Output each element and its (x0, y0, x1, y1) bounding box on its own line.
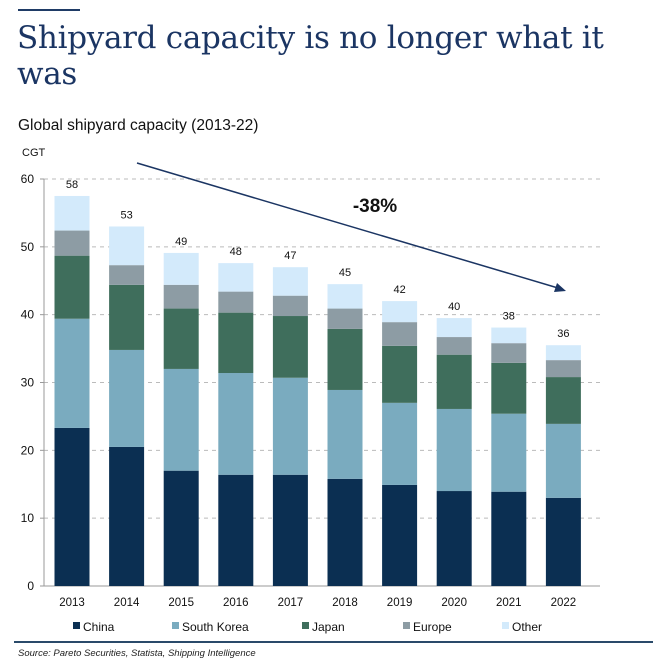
chart-title: Global shipyard capacity (2013-22) (18, 117, 259, 134)
stacked-bar-chart: 0 10 20 30 40 50 60 58 2013 53 2014 49 2015 48 2016 47 2… (21, 162, 600, 634)
accent-line (18, 9, 80, 11)
y-tick-label: 10 (21, 511, 35, 525)
legend-label: Japan (312, 620, 345, 634)
bar-segment-china (272, 474, 308, 586)
x-tick-label: 2021 (496, 597, 522, 609)
bar-segment-europe (218, 291, 254, 313)
bar-segment-europe (109, 265, 145, 285)
bar-segment-china (382, 484, 418, 586)
x-tick-label: 2020 (441, 597, 467, 609)
bar-segment-south-korea (218, 373, 254, 475)
legend-label: South Korea (182, 620, 249, 634)
legend-swatch (502, 622, 509, 629)
y-tick-label: 40 (21, 308, 35, 322)
bar-segment-japan (163, 308, 199, 369)
bar-segment-europe (382, 322, 418, 346)
x-tick-label: 2015 (168, 597, 194, 609)
bar-segment-south-korea (436, 408, 472, 492)
bar-segment-china (327, 478, 363, 586)
bar-segment-europe (163, 284, 199, 309)
bar-segment-china (436, 491, 472, 586)
total-label: 47 (284, 250, 296, 262)
total-label: 53 (120, 209, 132, 221)
bar-segment-japan (382, 345, 418, 403)
total-label: 40 (448, 301, 460, 313)
bar-segment-other (163, 252, 199, 285)
x-tick-label: 2013 (59, 597, 85, 609)
bar-segment-south-korea (272, 377, 308, 475)
y-tick-label: 50 (21, 240, 35, 254)
x-tick-label: 2019 (387, 597, 413, 609)
bar-segment-south-korea (382, 402, 418, 485)
bar-segment-other (382, 301, 418, 323)
bar-segment-japan (327, 328, 363, 390)
bar-segment-south-korea (545, 423, 581, 498)
bar-segment-japan (218, 312, 254, 374)
bar-segment-other (545, 345, 581, 361)
trend-arrow (136, 162, 559, 289)
bar-segment-japan (436, 354, 472, 409)
bar-segment-china (491, 491, 527, 586)
total-label: 36 (557, 328, 569, 340)
legend-swatch (302, 622, 309, 629)
bar-segment-china (109, 446, 145, 586)
bar-segment-other (54, 195, 90, 231)
source-note: Source: Pareto Securities, Statista, Shi… (18, 648, 256, 659)
bar-segment-south-korea (163, 368, 199, 471)
x-tick-label: 2016 (223, 597, 249, 609)
bar-segment-europe (491, 343, 527, 363)
legend-label: Europe (413, 620, 452, 634)
y-tick-label: 30 (21, 376, 35, 390)
footer-divider (14, 641, 653, 643)
legend-swatch (172, 622, 179, 629)
bar-segment-europe (54, 230, 90, 256)
total-label: 48 (230, 246, 242, 258)
x-tick-label: 2014 (114, 597, 140, 609)
bar-segment-other (436, 318, 472, 338)
bar-segment-other (109, 226, 145, 266)
x-tick-label: 2022 (551, 597, 577, 609)
bar-segment-europe (327, 308, 363, 329)
bar-segment-europe (545, 360, 581, 378)
bar-segment-china (163, 470, 199, 586)
y-tick-label: 60 (21, 172, 35, 186)
bar-segment-japan (54, 255, 90, 319)
y-tick-label: 20 (21, 443, 35, 457)
bar-segment-other (327, 284, 363, 309)
y-axis-label: CGT (22, 147, 46, 159)
legend-swatch (73, 622, 80, 629)
legend-label: Other (512, 620, 542, 634)
total-label: 58 (66, 179, 78, 191)
bar-segment-china (545, 497, 581, 586)
page-title: Shipyard capacity is no longer what it w… (17, 20, 604, 92)
y-tick-label: 0 (27, 579, 34, 593)
total-label: 49 (175, 236, 187, 248)
bar-segment-europe (272, 295, 308, 317)
bar-segment-japan (272, 316, 308, 378)
bar-segment-south-korea (109, 349, 145, 447)
legend-swatch (403, 622, 410, 629)
change-annotation: -38% (353, 196, 397, 217)
bar-segment-south-korea (491, 413, 527, 492)
bar-segment-south-korea (54, 318, 90, 428)
bar-segment-south-korea (327, 389, 363, 479)
bar-segment-other (491, 327, 527, 344)
bar-segment-japan (109, 284, 145, 350)
x-tick-label: 2017 (278, 597, 304, 609)
x-tick-label: 2018 (332, 597, 358, 609)
bar-segment-europe (436, 337, 472, 355)
total-label: 42 (393, 284, 405, 296)
total-label: 38 (503, 311, 515, 323)
bar-segment-japan (545, 377, 581, 424)
bar-segment-china (218, 474, 254, 586)
bar-segment-china (54, 427, 90, 586)
bar-segment-other (272, 267, 308, 296)
total-label: 45 (339, 267, 351, 279)
arrow-head-icon (554, 283, 566, 292)
bar-segment-japan (491, 362, 527, 414)
legend-label: China (83, 620, 115, 634)
bar-segment-other (218, 263, 254, 292)
